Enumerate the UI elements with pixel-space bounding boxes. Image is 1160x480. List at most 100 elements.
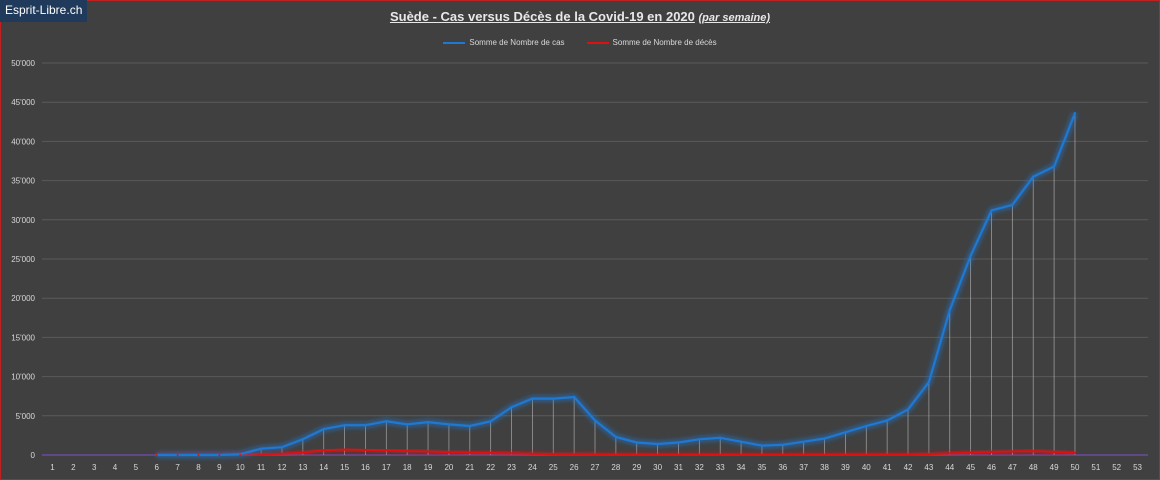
cases-point [385,420,388,423]
deaths-point [948,452,951,455]
deaths-point [844,453,847,456]
x-tick-label: 31 [674,463,683,472]
cases-point [927,380,931,384]
x-tick-label: 33 [716,463,725,472]
deaths-point [552,453,555,456]
deaths-point [447,451,450,454]
x-tick-label: 6 [155,463,160,472]
series-cases-line [156,112,1077,457]
cases-point [405,423,409,426]
deaths-point [510,452,513,455]
deaths-point [364,448,367,451]
x-tick-label: 22 [486,463,495,472]
x-tick-label: 34 [737,463,746,472]
cases-point [468,424,471,428]
cases-point [364,424,367,427]
legend-item-cases: Somme de Nombre de cas [443,38,565,47]
x-tick-label: 37 [799,463,808,472]
x-tick-label: 53 [1133,463,1142,472]
y-tick-label: 0 [31,451,36,460]
deaths-point [343,448,346,451]
deaths-point [677,453,680,456]
deaths-point [740,453,743,456]
deaths-point [531,452,534,455]
x-tick-label: 10 [236,463,245,472]
chart-title-main: Suède - Cas versus Décès de la Covid-19 … [389,9,695,24]
legend-item-deaths: Somme de Nombre de décès [586,38,717,47]
cases-point [593,419,597,422]
deaths-point [1032,450,1035,453]
x-tick-label: 30 [653,463,662,472]
legend-swatch-deaths [586,41,609,44]
y-tick-label: 20'000 [11,294,35,303]
deaths-point [322,449,325,452]
cases-point [614,435,618,439]
x-tick-label: 14 [319,463,328,472]
deaths-point [1053,450,1056,453]
series-cases-glow [156,112,1078,458]
cases-point [844,431,847,434]
cases-point [1073,111,1077,115]
y-tick-label: 40'000 [11,137,35,146]
cases-point [990,209,993,212]
deaths-point [886,453,889,456]
deaths-point [635,453,638,456]
cases-point [635,441,638,444]
cases-point [677,441,680,444]
x-tick-label: 4 [113,463,118,472]
cases-point [823,437,826,440]
deaths-point [990,450,993,453]
deaths-point [594,453,596,456]
deaths-point [406,450,409,453]
deaths-point [614,453,617,456]
deaths-point [1073,452,1076,455]
x-tick-label: 47 [1008,463,1017,472]
deaths-point [823,453,826,456]
deaths-point [239,454,242,456]
cases-point [739,440,743,443]
deaths-point [197,454,200,456]
x-tick-label: 12 [278,463,287,472]
x-tick-label: 7 [175,463,180,472]
legend-swatch-cases [443,41,466,44]
cases-point [531,397,534,400]
x-tick-label: 36 [778,463,787,472]
x-tick-label: 5 [134,463,139,472]
chart-legend: Somme de Nombre de cas Somme de Nombre d… [0,38,1160,47]
cases-point [510,405,513,409]
site-logo[interactable]: Esprit-Libre.ch [0,0,88,22]
x-tick-label: 32 [695,463,704,472]
y-tick-label: 10'000 [11,373,35,382]
deaths-point [719,453,722,456]
deaths-point [698,453,701,456]
legend-label-deaths: Somme de Nombre de décès [612,38,717,47]
deaths-point [301,451,304,454]
x-tick-label: 45 [966,463,975,472]
deaths-point [427,450,430,453]
x-tick-label: 8 [196,463,201,472]
cases-point [719,436,722,439]
x-tick-label: 15 [340,463,349,472]
deaths-point [176,454,179,456]
y-tick-label: 15'000 [11,333,35,342]
cases-point [301,438,305,441]
x-tick-label: 19 [424,463,433,472]
cases-point [280,445,284,449]
deaths-point [385,449,388,452]
x-tick-label: 26 [570,463,579,472]
deaths-point [468,451,471,454]
x-tick-label: 23 [507,463,516,472]
deaths-point [280,452,283,455]
y-tick-label: 35'000 [11,177,35,186]
deaths-point [573,453,576,456]
deaths-point [927,453,930,456]
x-tick-label: 16 [361,463,370,472]
deaths-point [865,453,868,456]
y-tick-label: 30'000 [11,216,35,225]
cases-point [760,444,764,447]
x-tick-label: 43 [924,463,933,472]
cases-point [781,443,785,447]
deaths-point [260,453,263,456]
cases-point [572,395,576,399]
